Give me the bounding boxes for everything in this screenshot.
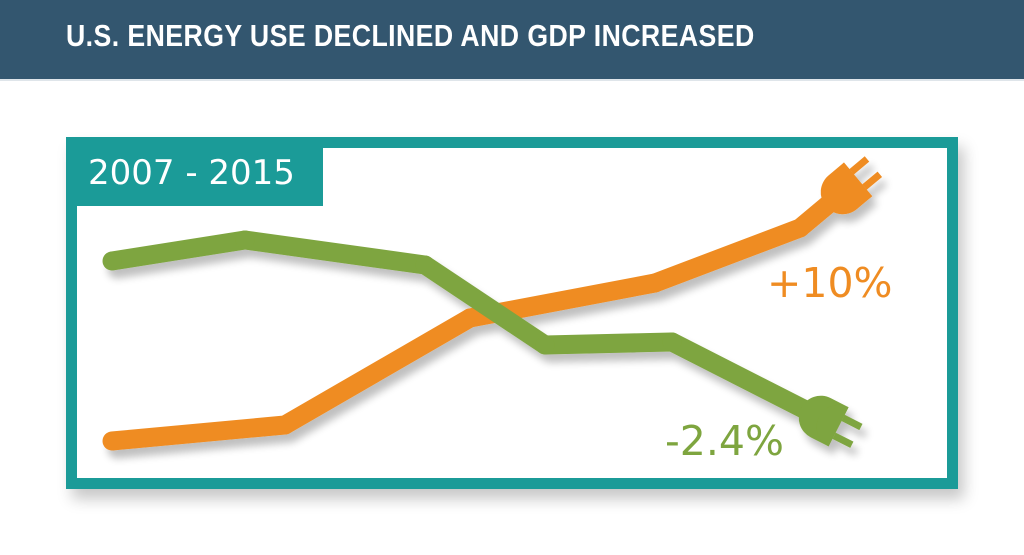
- plug-prong: [862, 171, 883, 190]
- data-point: [275, 415, 295, 435]
- energy-change-label: -2.4%: [665, 417, 784, 465]
- data-point: [235, 230, 255, 250]
- data-point: [102, 251, 122, 271]
- plug-icon: [798, 395, 863, 448]
- series-line-gdp: [111, 183, 851, 451]
- gdp-change-label: +10%: [767, 259, 892, 307]
- plug-prong: [832, 432, 854, 448]
- series-line-energy: [110, 230, 827, 428]
- data-point: [102, 431, 122, 451]
- data-point: [535, 335, 555, 355]
- period-label: 2007 - 2015: [88, 153, 295, 193]
- plug-icon: [820, 156, 883, 215]
- header-divider: [0, 79, 1024, 81]
- chart-title: U.S. ENERGY USE DECLINED AND GDP INCREAS…: [66, 18, 755, 53]
- data-point: [415, 255, 435, 275]
- data-point: [645, 273, 665, 293]
- plug-prong: [841, 414, 863, 431]
- data-point: [460, 308, 480, 328]
- data-point: [790, 218, 810, 238]
- period-label-box: [66, 137, 323, 206]
- plug-prong: [849, 156, 870, 175]
- header-bar: [0, 0, 1024, 79]
- data-point: [662, 332, 682, 352]
